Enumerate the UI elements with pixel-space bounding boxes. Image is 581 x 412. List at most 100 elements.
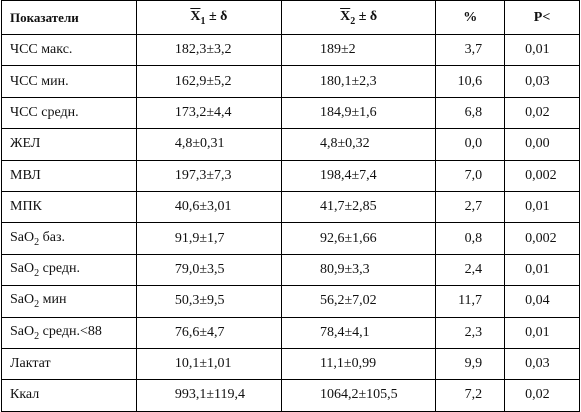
table-cell: 50,3±9,5 [135, 285, 282, 318]
table-cell: ЧСС средн. [1, 96, 137, 130]
table-cell: 40,6±3,01 [135, 190, 282, 224]
table-cell: 0,002 [504, 222, 580, 255]
table-header: Показатели X1 ± δ X2 ± δ% P< [1, 0, 580, 35]
subscript: 2 [34, 236, 40, 248]
table-row: SaO2 мин 50,3±9,5 56,2±7,02 11,7 0,04 [1, 285, 580, 318]
table-body: ЧСС макс. 182,3±3,2 189±2 3,7 0,01 ЧСС мин. 16… [1, 33, 580, 412]
table-row: SaO2 баз. 91,9±1,7 92,6±1,66 0,8 0,002 [1, 222, 580, 255]
table-cell: 0,8 [435, 222, 506, 255]
table-cell: 1064,2±105,5 [280, 379, 437, 412]
table-cell: 189±2 [280, 33, 437, 67]
table-cell: 162,9±5,2 [135, 65, 282, 98]
table-row: МПК 40,6±3,01 41,7±2,85 2,7 0,01 [1, 190, 580, 224]
table-cell: 7,0 [435, 159, 506, 192]
table-cell: 0,03 [504, 347, 580, 381]
table-cell: 3,7 [435, 33, 506, 67]
table-cell: 198,4±7,4 [280, 159, 437, 192]
table-cell: SaO2 средн.<88 [1, 316, 137, 349]
table-row: ЧСС мин. 162,9±5,2 180,1±2,3 10,6 0,03 [1, 65, 580, 98]
table-cell: ЖЕЛ [1, 128, 137, 161]
table-row: ЖЕЛ 4,8±0,31 4,8±0,32 0,0 0,00 [1, 128, 580, 161]
suffix: баз. [39, 229, 65, 245]
table-cell: ЧСС макс. [1, 33, 137, 67]
table-row: SaO2 средн.<88 76,6±4,7 78,4±4,1 2,3 0,01 [1, 316, 580, 349]
table-cell: 993,1±119,4 [135, 379, 282, 412]
table-cell: 11,1±0,99 [280, 347, 437, 381]
table-cell: 0,01 [504, 253, 580, 287]
symbol: X [190, 8, 201, 24]
header-row: Показатели X1 ± δ X2 ± δ% P< [1, 0, 580, 35]
table-cell: 0,01 [504, 190, 580, 224]
subscript: 2 [34, 267, 40, 279]
table-cell: 0,01 [504, 33, 580, 67]
table-cell: ЧСС мин. [1, 65, 137, 98]
header-cell: X1 ± δ [135, 0, 282, 35]
symbol: SaO [10, 292, 35, 308]
suffix: средн. [39, 261, 80, 277]
header-cell: X2 ± δ [280, 0, 437, 35]
header-cell: Показатели [1, 0, 137, 35]
table-cell: SaO2 средн. [1, 253, 137, 287]
header-cell: P< [504, 0, 580, 35]
table-row: ЧСС средн. 173,2±4,4 184,9±1,6 6,8 0,02 [1, 96, 580, 130]
table-cell: 80,9±3,3 [280, 253, 437, 287]
table-cell: 0,01 [504, 316, 580, 349]
symbol: X [340, 8, 351, 24]
suffix: средн.<88 [39, 323, 102, 339]
table-cell: 10,6 [435, 65, 506, 98]
table-cell: МВЛ [1, 159, 137, 192]
table-cell: 9,9 [435, 347, 506, 381]
table-cell: 76,6±4,7 [135, 316, 282, 349]
suffix: ± δ [205, 8, 228, 24]
table-cell: 11,7 [435, 285, 506, 318]
table-cell: 0,04 [504, 285, 580, 318]
table-row: МВЛ 197,3±7,3 198,4±7,4 7,0 0,002 [1, 159, 580, 192]
table-cell: 79,0±3,5 [135, 253, 282, 287]
subscript: 2 [350, 15, 356, 27]
symbol: SaO [10, 229, 35, 245]
table-cell: 56,2±7,02 [280, 285, 437, 318]
table-cell: МПК [1, 190, 137, 224]
table-cell: 0,002 [504, 159, 580, 192]
table-row: ЧСС макс. 182,3±3,2 189±2 3,7 0,01 [1, 33, 580, 67]
table-cell: SaO2 мин [1, 285, 137, 318]
symbol: SaO [10, 323, 35, 339]
table-cell: 180,1±2,3 [280, 65, 437, 98]
table-cell: 7,2 [435, 379, 506, 412]
table-cell: 92,6±1,66 [280, 222, 437, 255]
table-cell: 78,4±4,1 [280, 316, 437, 349]
table-cell: 2,4 [435, 253, 506, 287]
table-cell: 0,02 [504, 96, 580, 130]
symbol: SaO [10, 261, 35, 277]
table-row: SaO2 средн. 79,0±3,5 80,9±3,3 2,4 0,01 [1, 253, 580, 287]
subscript: 2 [34, 299, 40, 311]
table-row: Ккал 993,1±119,4 1064,2±105,5 7,2 0,02 [1, 379, 580, 412]
table-cell: 173,2±4,4 [135, 96, 282, 130]
table-cell: Лактат [1, 347, 137, 381]
table-cell: 0,03 [504, 65, 580, 98]
table-cell: 2,7 [435, 190, 506, 224]
table-cell: 0,00 [504, 128, 580, 161]
table-cell: 184,9±1,6 [280, 96, 437, 130]
suffix: ± δ [355, 8, 378, 24]
subscript: 1 [200, 15, 206, 27]
table-cell: SaO2 баз. [1, 222, 137, 255]
table-cell: 4,8±0,32 [280, 128, 437, 161]
table-row: Лактат 10,1±1,01 11,1±0,99 9,9 0,03 [1, 347, 580, 381]
subscript: 2 [34, 330, 40, 342]
table-cell: 4,8±0,31 [135, 128, 282, 161]
suffix: мин [39, 292, 67, 308]
table-cell: 10,1±1,01 [135, 347, 282, 381]
header-cell: % [435, 0, 506, 35]
table-cell: 6,8 [435, 96, 506, 130]
table-cell: 0,0 [435, 128, 506, 161]
table-cell: 182,3±3,2 [135, 33, 282, 67]
table-cell: Ккал [1, 379, 137, 412]
table-cell: 197,3±7,3 [135, 159, 282, 192]
table-cell: 2,3 [435, 316, 506, 349]
table-cell: 91,9±1,7 [135, 222, 282, 255]
table-cell: 41,7±2,85 [280, 190, 437, 224]
table-cell: 0,02 [504, 379, 580, 412]
